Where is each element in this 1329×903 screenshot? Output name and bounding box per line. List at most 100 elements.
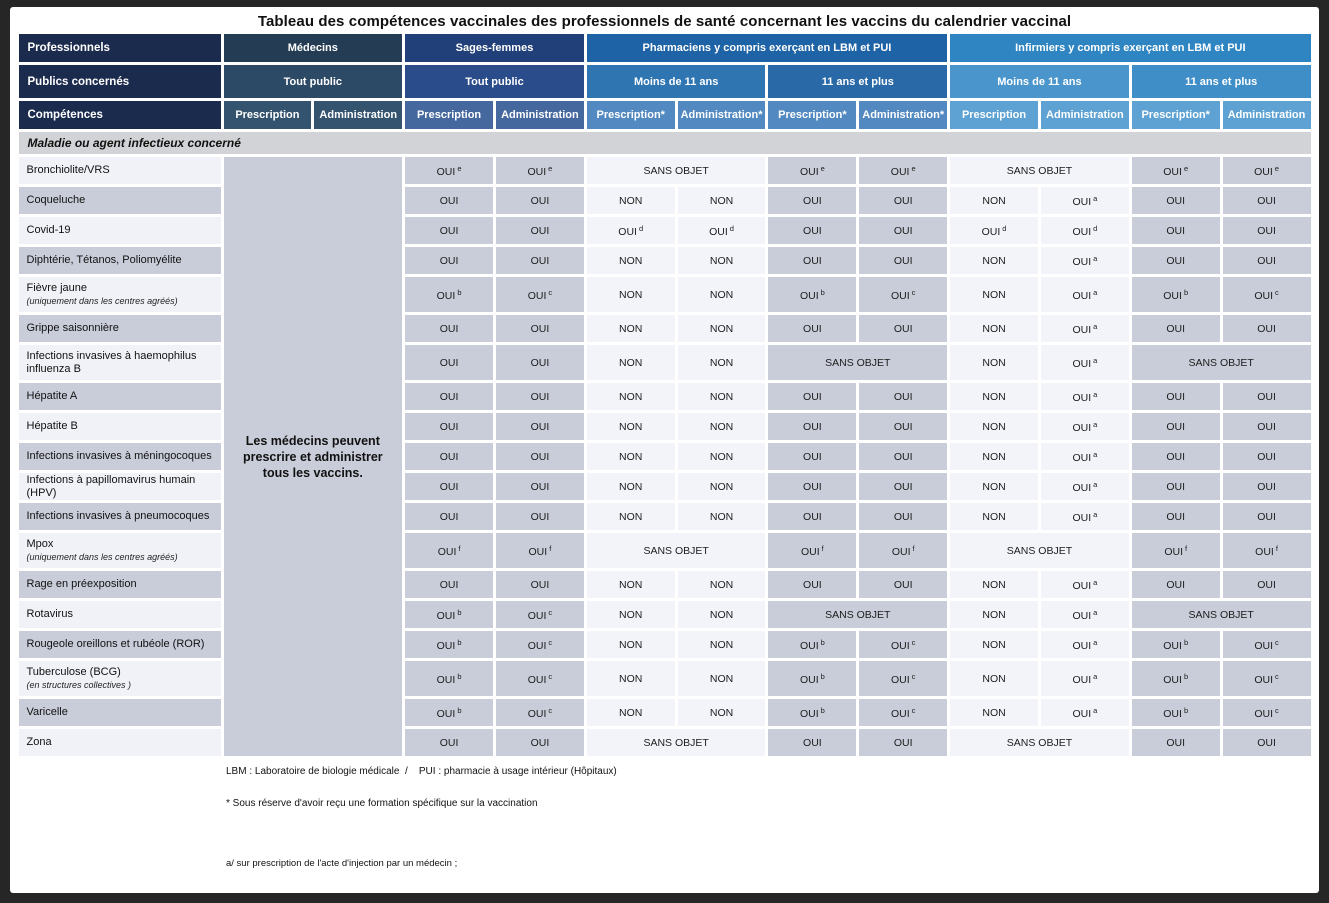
header-group-sages-femmes: Sages-femmes: [405, 34, 584, 62]
footnotes-block: LBM : Laboratoire de biologie médicale /…: [226, 766, 1319, 893]
cell-mpox-4: OUI f: [768, 533, 857, 568]
cell-bronchiolite-vrs-5: OUI e: [859, 157, 948, 184]
cell-grippe-saisonniere-8: OUI: [1131, 315, 1220, 342]
cell-diphterie-tetanos-poliomyelite-5: OUI: [859, 247, 948, 274]
row-sublabel: (uniquement dans les centres agréés): [26, 551, 178, 562]
cell-tuberculose-bcg-7: OUI a: [1040, 661, 1129, 696]
cell-hepatite-a-6: NON: [950, 383, 1038, 410]
cell-covid-19-5: OUI: [859, 217, 948, 244]
cell-zona-4: OUI: [768, 729, 857, 756]
cell-tuberculose-bcg-9: OUI c: [1222, 661, 1311, 696]
cell-bronchiolite-vrs-2: SANS OBJET: [586, 157, 766, 184]
row-label-rotavirus: Rotavirus: [18, 601, 221, 628]
cell-diphterie-tetanos-poliomyelite-3: NON: [677, 247, 766, 274]
footnote-marker: d: [729, 223, 734, 233]
cell-infections-a-papillomavirus-humain-hpv-0: OUI: [405, 473, 493, 500]
cell-varicelle-5: OUI c: [859, 699, 948, 726]
cell-mpox-6: SANS OBJET: [950, 533, 1129, 568]
cell-infections-invasives-a-pneumocoques-0: OUI: [405, 503, 493, 530]
footnote-marker: a: [1093, 509, 1098, 519]
cell-zona-9: OUI: [1222, 729, 1311, 756]
cell-varicelle-2: NON: [586, 699, 675, 726]
footnote-marker: a: [1093, 389, 1098, 399]
cell-varicelle-4: OUI b: [768, 699, 857, 726]
footnote-marker: a: [1093, 671, 1098, 681]
row-label-rougeole-oreillons-et-rubeole-ror: Rougeole oreillons et rubéole (ROR): [18, 631, 221, 658]
cell-covid-19-9: OUI: [1222, 217, 1311, 244]
cell-rougeole-oreillons-et-rubeole-ror-5: OUI c: [859, 631, 948, 658]
competency-grid: Professionnels Médecins Sages-femmes Pharma…: [16, 31, 1314, 759]
row-label-infections-invasives-a-haemophilus-influ: Infections invasives à haemophilus influ…: [18, 345, 221, 380]
cell-infections-a-papillomavirus-humain-hpv-7: OUI a: [1040, 473, 1129, 500]
cell-varicelle-3: NON: [677, 699, 766, 726]
row-label-varicelle: Varicelle: [18, 699, 221, 726]
footnote-line: a/ sur prescription de l'acte d'injectio…: [226, 858, 458, 869]
row-sublabel: (uniquement dans les centres agréés): [26, 295, 178, 306]
cell-zona-8: OUI: [1131, 729, 1220, 756]
cell-fievre-jaune-4: OUI b: [768, 277, 857, 312]
cell-mpox-0: OUI f: [405, 533, 493, 568]
header-public-medecins-tout-public: Tout public: [223, 65, 403, 98]
footnote-marker: a: [1093, 449, 1098, 459]
footnote-marker: b: [1183, 637, 1189, 647]
cell-fievre-jaune-3: NON: [677, 277, 766, 312]
cell-infections-a-papillomavirus-humain-hpv-3: NON: [677, 473, 766, 500]
footnote-marker: e: [1183, 163, 1189, 173]
page-title: Tableau des compétences vaccinales des p…: [257, 13, 1072, 30]
cell-coqueluche-5: OUI: [859, 187, 948, 214]
footnote-marker: a: [1093, 577, 1098, 587]
cell-hepatite-b-8: OUI: [1131, 413, 1220, 440]
cell-diphterie-tetanos-poliomyelite-8: OUI: [1131, 247, 1220, 274]
footnote-marker: f: [549, 543, 552, 553]
cell-grippe-saisonniere-3: NON: [677, 315, 766, 342]
cell-tuberculose-bcg-5: OUI c: [859, 661, 948, 696]
cell-fievre-jaune-1: OUI c: [495, 277, 584, 312]
cell-infections-invasives-a-meningocoques-9: OUI: [1222, 443, 1311, 470]
cell-hepatite-b-9: OUI: [1222, 413, 1311, 440]
cell-hepatite-a-7: OUI a: [1040, 383, 1129, 410]
header-public-infirmiers-y-compris-exercant-en-lbm-et--11-ans-et-plus: 11 ans et plus: [1131, 65, 1311, 98]
cell-diphterie-tetanos-poliomyelite-4: OUI: [768, 247, 857, 274]
cell-infections-invasives-a-haemophilus-influ-8: SANS OBJET: [1131, 345, 1311, 380]
cell-hepatite-a-5: OUI: [859, 383, 948, 410]
cell-hepatite-b-2: NON: [586, 413, 675, 440]
cell-covid-19-3: OUI d: [677, 217, 766, 244]
header-public-pharmaciens-y-compris-exercant-en-lbm-et-11-ans-et-plus: 11 ans et plus: [768, 65, 948, 98]
cell-grippe-saisonniere-4: OUI: [768, 315, 857, 342]
cell-varicelle-1: OUI c: [495, 699, 584, 726]
header-professionnels: Professionnels: [18, 34, 221, 62]
cell-rage-en-preexposition-9: OUI: [1222, 571, 1311, 598]
cell-tuberculose-bcg-1: OUI c: [495, 661, 584, 696]
cell-rotavirus-1: OUI c: [495, 601, 584, 628]
header-competence-sages-femmes-prescription: Prescription: [405, 101, 493, 129]
footnote-marker: e: [457, 163, 462, 173]
header-competence-medecins-administration: Administration: [314, 101, 403, 129]
cell-hepatite-a-3: NON: [677, 383, 766, 410]
footnote-marker: c: [1275, 671, 1279, 681]
cell-fievre-jaune-2: NON: [586, 277, 675, 312]
cell-varicelle-6: NON: [950, 699, 1038, 726]
cell-rougeole-oreillons-et-rubeole-ror-1: OUI c: [495, 631, 584, 658]
footnote-marker: c: [548, 607, 553, 617]
footnote-marker: c: [1275, 705, 1279, 715]
header-public-infirmiers-y-compris-exercant-en-lbm-et--moins-de-11-ans: Moins de 11 ans: [950, 65, 1129, 98]
cell-mpox-5: OUI f: [859, 533, 948, 568]
cell-diphterie-tetanos-poliomyelite-7: OUI a: [1040, 247, 1129, 274]
cell-varicelle-0: OUI b: [405, 699, 493, 726]
footnote-marker: e: [820, 163, 825, 173]
cell-rage-en-preexposition-0: OUI: [405, 571, 493, 598]
cell-hepatite-b-1: OUI: [495, 413, 584, 440]
cell-covid-19-6: OUI d: [950, 217, 1038, 244]
footnote-marker: d: [638, 223, 644, 233]
cell-rage-en-preexposition-4: OUI: [768, 571, 857, 598]
header-competence-pharmaciens-y-compris-exercant-en-lbm-et-administration: Administration*: [859, 101, 948, 129]
cell-tuberculose-bcg-8: OUI b: [1131, 661, 1220, 696]
footnote-marker: c: [1275, 637, 1279, 647]
cell-fievre-jaune-5: OUI c: [859, 277, 948, 312]
cell-rougeole-oreillons-et-rubeole-ror-8: OUI b: [1131, 631, 1220, 658]
footnote-marker: b: [1183, 287, 1189, 297]
header-group-infirmiers-y-compris-exercant-en-lbm-et-: Infirmiers y compris exerçant en LBM et …: [950, 34, 1311, 62]
footnote-marker: c: [911, 671, 916, 681]
footnote-marker: f: [821, 543, 824, 553]
cell-zona-1: OUI: [495, 729, 584, 756]
